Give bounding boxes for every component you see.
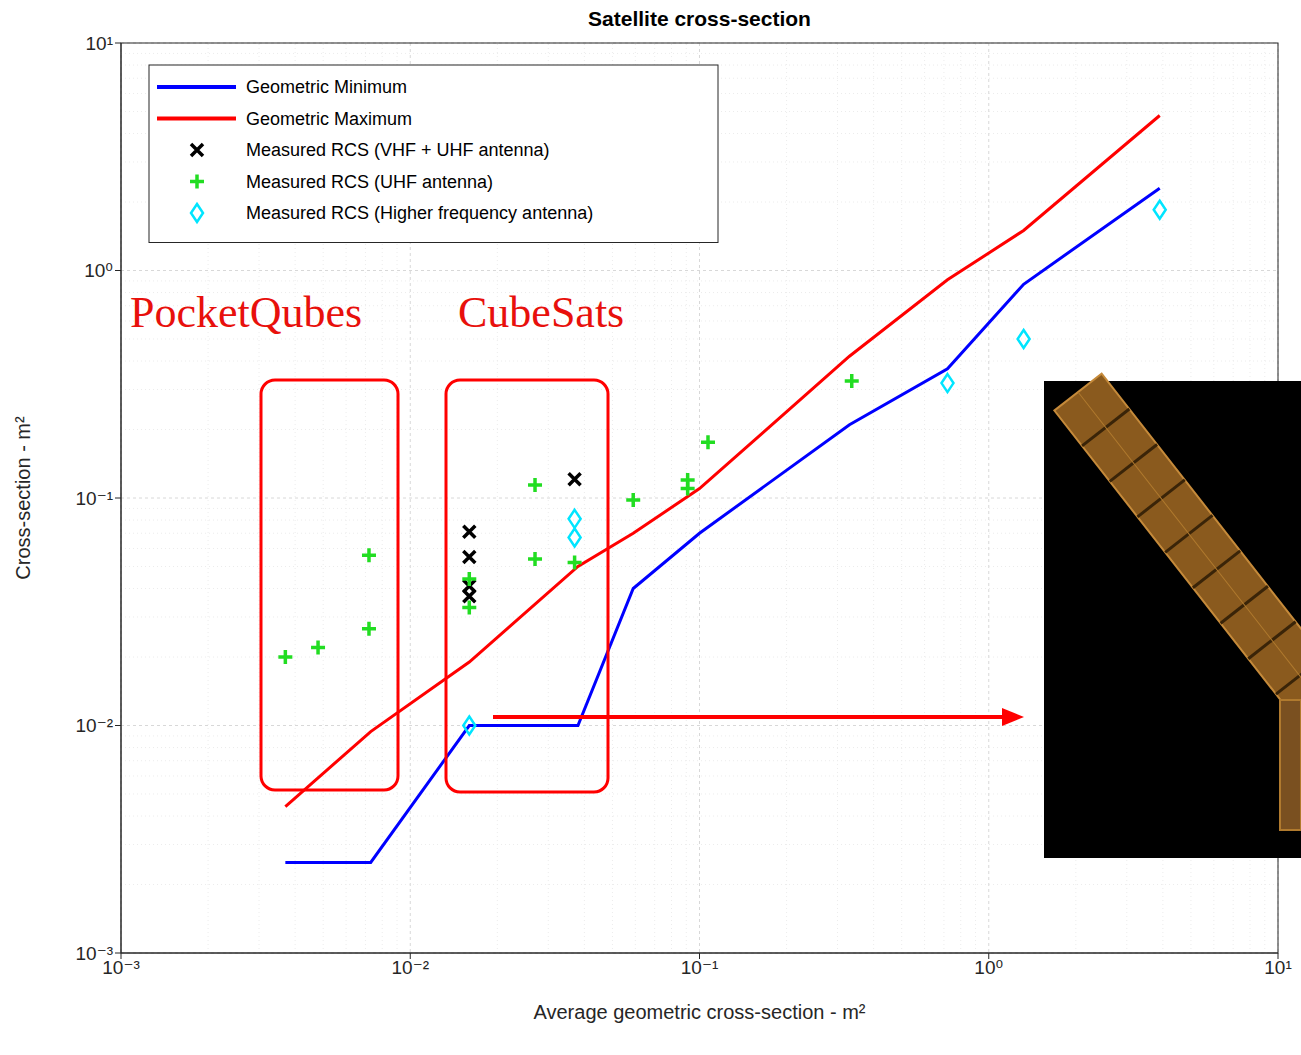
svg-text:10¹: 10¹ xyxy=(1264,957,1291,978)
svg-text:10⁰: 10⁰ xyxy=(974,957,1003,978)
svg-text:10⁻³: 10⁻³ xyxy=(76,943,114,964)
svg-text:10⁻¹: 10⁻¹ xyxy=(681,957,719,978)
svg-text:Satellite cross-section: Satellite cross-section xyxy=(588,7,811,30)
svg-text:Measured RCS (UHF antenna): Measured RCS (UHF antenna) xyxy=(246,172,493,192)
svg-text:10¹: 10¹ xyxy=(86,33,113,54)
svg-text:CubeSats: CubeSats xyxy=(458,288,624,337)
svg-text:Average geometric cross-sectio: Average geometric cross-section - m² xyxy=(534,1001,866,1023)
svg-text:Cross-section - m²: Cross-section - m² xyxy=(12,416,34,580)
svg-text:Measured RCS (VHF + UHF antenn: Measured RCS (VHF + UHF antenna) xyxy=(246,140,550,160)
svg-text:10⁻¹: 10⁻¹ xyxy=(76,488,114,509)
svg-text:Geometric Maximum: Geometric Maximum xyxy=(246,109,412,129)
svg-text:Geometric Minimum: Geometric Minimum xyxy=(246,77,407,97)
svg-text:10⁻²: 10⁻² xyxy=(76,715,114,736)
svg-text:10⁻³: 10⁻³ xyxy=(102,957,140,979)
svg-text:PocketQubes: PocketQubes xyxy=(130,288,362,337)
svg-text:10⁰: 10⁰ xyxy=(84,260,113,281)
svg-text:10⁻²: 10⁻² xyxy=(392,957,430,978)
svg-text:Measured RCS (Higher frequency: Measured RCS (Higher frequency antenna) xyxy=(246,203,593,223)
